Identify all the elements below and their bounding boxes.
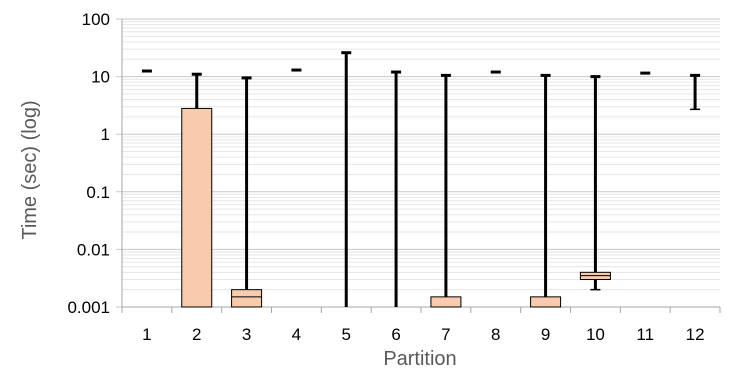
box-body [181, 107, 213, 308]
x-tick-label: 9 [541, 325, 550, 344]
x-tick-label: 11 [636, 325, 654, 344]
box-2 [181, 72, 213, 308]
y-tick-label: 1 [101, 125, 110, 144]
box-7 [430, 73, 462, 308]
x-tick-label: 7 [441, 325, 450, 344]
y-tick-label: 10 [91, 68, 110, 87]
x-tick-label: 8 [491, 325, 500, 344]
y-tick-label: 100 [82, 10, 110, 29]
box-body [231, 289, 263, 308]
box-5 [341, 51, 352, 307]
x-tick-label: 10 [586, 325, 605, 344]
box-body [530, 296, 562, 308]
y-tick-label: 0.01 [77, 240, 110, 259]
x-tick-label: 12 [686, 325, 705, 344]
x-tick-label: 3 [242, 325, 251, 344]
x-tick-labels: 1 2 3 4 5 6 7 8 9 10 11 12 [142, 325, 704, 344]
box-10 [579, 75, 611, 291]
y-tick-labels: 0.001 0.01 0.1 1 10 100 [67, 10, 110, 317]
box-3 [231, 76, 263, 308]
y-tick-label: 0.1 [86, 183, 110, 202]
x-tick-label: 6 [391, 325, 400, 344]
x-tick-label: 2 [192, 325, 201, 344]
x-tick-label: 4 [292, 325, 301, 344]
boxes [141, 51, 701, 308]
box-6 [391, 70, 402, 307]
grid-lines [116, 18, 720, 308]
box-9 [530, 73, 562, 308]
x-tick-label: 5 [342, 325, 351, 344]
x-tick-label: 1 [142, 325, 151, 344]
y-axis-title: Time (sec) (log) [19, 100, 41, 239]
y-tick-label: 0.001 [67, 298, 110, 317]
box-body [430, 296, 462, 308]
box-12 [690, 73, 701, 111]
x-axis-title: Partition [383, 348, 456, 370]
axes [121, 19, 721, 313]
